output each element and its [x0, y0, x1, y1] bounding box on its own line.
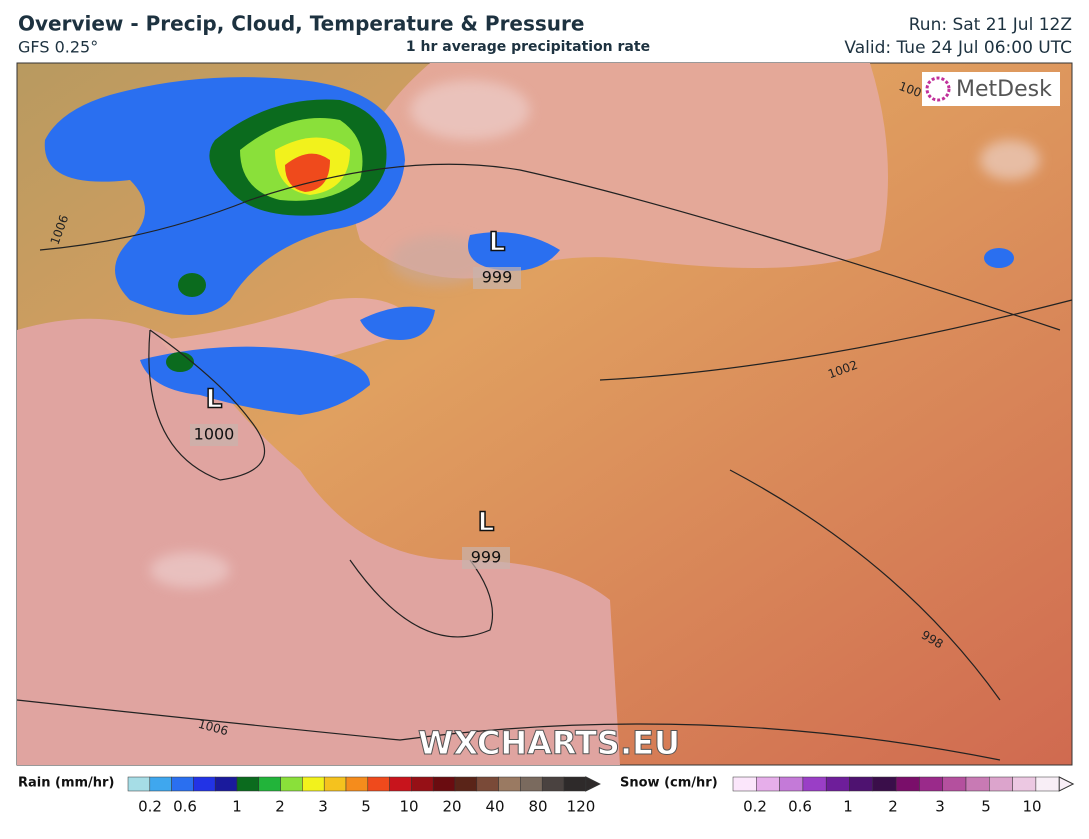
snow-swatch — [942, 776, 967, 792]
logo-box — [922, 72, 1060, 106]
rain-swatch — [345, 776, 369, 792]
pressure-box — [473, 267, 521, 289]
snow-swatch — [965, 776, 990, 792]
model: GFS 0.25° — [18, 38, 98, 57]
snow-arrow — [1058, 776, 1075, 792]
rain-legend-title: Rain (mm/hr) — [18, 776, 114, 791]
clouds — [150, 80, 1040, 588]
rain-swatch — [258, 776, 281, 792]
snow-swatch — [989, 776, 1013, 792]
snow-tick-label: 10 — [1022, 798, 1041, 816]
snow-swatch — [1035, 776, 1060, 792]
run-time: Run: Sat 21 Jul 12Z — [909, 15, 1072, 35]
snow-swatch — [872, 776, 897, 792]
legends: 0.2 0.6 1 2 3 5 10 20 40 80 120 0.2 0.6 1 2 3 5 10 — [127, 776, 1075, 816]
valid-time: Valid: Tue 24 Jul 06:00 UTC — [844, 38, 1072, 58]
low-pressure: 999 — [471, 548, 502, 567]
rain-swatch — [323, 776, 347, 792]
low-pressure: 1000 — [194, 425, 235, 444]
rain-swatch — [432, 776, 456, 792]
snow-tick-label: 3 — [935, 798, 945, 816]
rain-swatch — [302, 776, 325, 792]
logo-icon — [925, 76, 951, 102]
rain-tick-label: 5 — [361, 798, 371, 816]
rain-swatch — [476, 776, 499, 792]
rain-swatch — [541, 776, 565, 792]
pressure-box — [462, 547, 510, 569]
low-symbol: L — [478, 508, 495, 538]
rain-tick-label: 0.2 — [138, 798, 162, 816]
snow-swatch — [825, 776, 850, 792]
rain-swatch — [498, 776, 521, 792]
snow-tick-label: 5 — [981, 798, 991, 816]
snow-tick-label: 0.6 — [788, 798, 812, 816]
rain-tick-label: 0.6 — [173, 798, 197, 816]
watermark: WXCHARTS.EU — [418, 724, 680, 762]
snow-swatch — [919, 776, 943, 792]
snow-swatch — [732, 776, 757, 792]
snow-swatch — [802, 776, 827, 792]
low-symbol: L — [489, 228, 506, 258]
rain-swatch — [520, 776, 543, 792]
rain-tick-label: 2 — [275, 798, 285, 816]
rain-swatch — [149, 776, 172, 792]
rain-swatch — [389, 776, 412, 792]
rain-swatch — [171, 776, 194, 792]
rain-swatch — [367, 776, 390, 792]
snow-swatch — [849, 776, 874, 792]
snow-swatch — [1012, 776, 1037, 792]
low-pressure-labels: L 999 L 1000 L 999 — [190, 227, 521, 569]
rain-arrow — [585, 776, 601, 792]
snow-tick-label: 1 — [843, 798, 853, 816]
precipitation — [44, 77, 1014, 415]
logo-text: MetDesk — [956, 77, 1052, 102]
snow-tick-label: 2 — [888, 798, 898, 816]
rain-tick-label: 10 — [399, 798, 418, 816]
rain-swatch — [193, 776, 216, 792]
snow-swatch — [895, 776, 920, 792]
rain-tick-label: 120 — [567, 798, 596, 816]
snow-tick-label: 0.2 — [743, 798, 767, 816]
rain-tick-label: 1 — [232, 798, 242, 816]
rain-swatch — [236, 776, 260, 792]
product: 1 hr average precipitation rate — [406, 39, 650, 55]
snow-legend-title: Snow (cm/hr) — [620, 776, 718, 791]
snow-swatch — [779, 776, 804, 792]
snow-swatch — [756, 776, 780, 792]
rain-swatch — [454, 776, 478, 792]
pressure-box — [190, 424, 238, 446]
rain-swatch — [280, 776, 303, 792]
low-symbol: L — [206, 385, 223, 415]
rain-tick-label: 80 — [528, 798, 547, 816]
rain-swatch — [214, 776, 238, 792]
rain-tick-label: 40 — [485, 798, 504, 816]
low-pressure: 999 — [482, 268, 513, 287]
isobars — [16, 163, 1073, 761]
rain-swatch — [127, 776, 151, 792]
rain-swatch — [563, 776, 587, 792]
title: Overview - Precip, Cloud, Temperature & … — [18, 12, 584, 36]
rain-swatch — [411, 776, 434, 792]
rain-tick-label: 20 — [442, 798, 461, 816]
rain-tick-label: 3 — [318, 798, 328, 816]
